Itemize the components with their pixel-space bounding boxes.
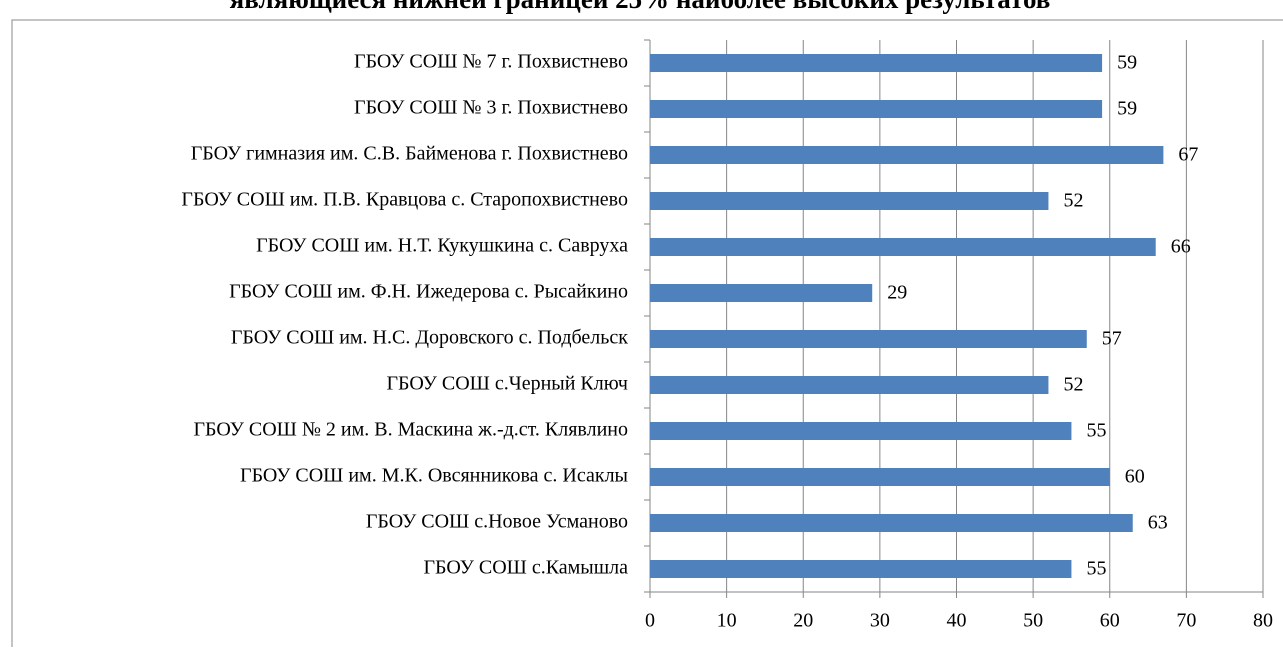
x-tick-label: 60 [1100,610,1120,632]
x-tick-label: 80 [1253,610,1273,632]
bar [650,376,1049,394]
y-tick-label: ГБОУ СОШ им. П.В. Кравцова с. Старопохви… [181,189,628,211]
value-label: 63 [1148,512,1168,534]
chart-title: являющиеся нижней границей 25% наиболее … [230,0,1051,14]
value-label: 55 [1086,420,1106,442]
value-label: 60 [1125,466,1145,488]
value-label: 55 [1086,558,1106,580]
value-label: 66 [1171,236,1191,258]
x-tick-label: 20 [793,610,813,632]
bar [650,514,1133,532]
bar [650,238,1156,256]
bar [650,54,1103,72]
bar [650,284,873,302]
chart-frame [11,19,1283,652]
y-tick-label: ГБОУ СОШ с.Камышла [423,557,628,579]
value-label: 59 [1117,98,1137,120]
value-label: 67 [1178,144,1198,166]
value-label: 29 [887,282,907,304]
y-tick-label: ГБОУ СОШ им. Ф.Н. Ижедерова с. Рысайкино [229,281,628,303]
x-tick-label: 0 [645,610,655,632]
bar [650,468,1110,486]
y-tick-label: ГБОУ СОШ им. Н.С. Доровского с. Подбельс… [231,327,628,349]
y-tick-label: ГБОУ СОШ № 7 г. Похвистнево [354,51,628,73]
bar [650,192,1049,210]
x-tick-label: 30 [870,610,890,632]
bar [650,560,1072,578]
value-label: 57 [1102,328,1122,350]
y-tick-label: ГБОУ СОШ с.Черный Ключ [386,373,628,395]
bar [650,146,1164,164]
value-label: 52 [1063,190,1083,212]
y-tick-label: ГБОУ СОШ им. М.К. Овсянникова с. Исаклы [240,465,628,487]
value-label: 52 [1063,374,1083,396]
x-tick-label: 10 [717,610,737,632]
bar [650,100,1103,118]
y-tick-label: ГБОУ СОШ № 2 им. В. Маскина ж.-д.ст. Кля… [193,419,628,441]
value-label: 59 [1117,52,1137,74]
x-tick-label: 70 [1176,610,1196,632]
y-tick-label: ГБОУ СОШ им. Н.Т. Кукушкина с. Савруха [256,235,628,257]
bar [650,422,1072,440]
bar [650,330,1087,348]
x-tick-label: 50 [1023,610,1043,632]
y-tick-label: ГБОУ СОШ № 3 г. Похвистнево [354,97,628,119]
x-tick-label: 40 [947,610,967,632]
y-tick-label: ГБОУ гимназия им. С.В. Байменова г. Похв… [191,143,628,165]
y-tick-label: ГБОУ СОШ с.Новое Усманово [366,511,628,533]
